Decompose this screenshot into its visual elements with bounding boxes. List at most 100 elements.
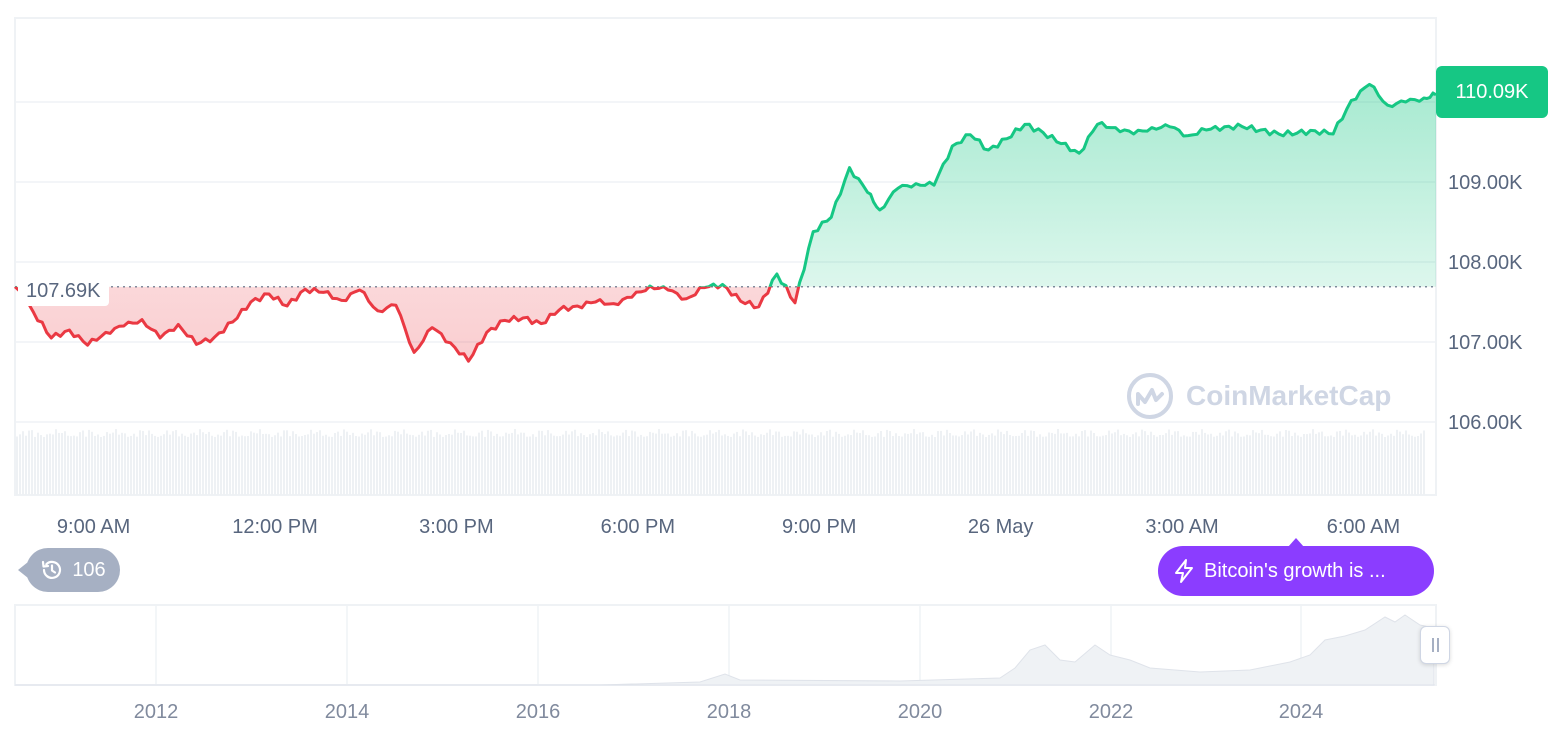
volume-bar <box>907 433 909 495</box>
volume-bar <box>220 435 222 495</box>
volume-bar <box>85 436 87 495</box>
volume-bar <box>211 435 213 495</box>
volume-bar <box>553 435 555 495</box>
price-line-down <box>13 286 801 363</box>
volume-bar <box>1405 430 1407 495</box>
volume-bar <box>928 436 930 495</box>
volume-bar <box>28 430 30 495</box>
volume-bar <box>253 432 255 495</box>
volume-bar <box>145 435 147 495</box>
volume-bar <box>346 431 348 495</box>
volume-bar <box>61 433 63 495</box>
volume-bar <box>202 432 204 495</box>
volume-bar <box>301 436 303 495</box>
volume-bar <box>1081 431 1083 495</box>
volume-bar <box>1246 434 1248 495</box>
volume-bar <box>79 432 81 495</box>
volume-bar <box>1249 435 1251 495</box>
volume-bar <box>670 436 672 495</box>
volume-bar <box>1051 432 1053 495</box>
volume-bar <box>451 434 453 495</box>
volume-bar <box>400 434 402 495</box>
volume-bar <box>814 436 816 495</box>
volume-bar <box>34 436 36 495</box>
lightning-bolt-icon <box>1175 559 1193 583</box>
volume-bar <box>178 436 180 495</box>
volume-bar <box>268 434 270 495</box>
volume-bar <box>868 435 870 495</box>
navigator-drag-handle[interactable] <box>1420 626 1450 664</box>
volume-bar <box>577 436 579 495</box>
y-tick-label: 108.00K <box>1448 252 1523 274</box>
volume-bar <box>820 432 822 495</box>
volume-bar <box>1210 433 1212 495</box>
volume-bar <box>1411 435 1413 495</box>
volume-bar <box>484 436 486 495</box>
volume-bar <box>1324 436 1326 495</box>
volume-bar <box>70 436 72 495</box>
volume-bar <box>970 431 972 495</box>
volume-bar <box>628 436 630 495</box>
volume-bar <box>811 434 813 495</box>
volume-bar <box>622 432 624 495</box>
volume-bar <box>388 435 390 495</box>
volume-bar <box>1285 429 1287 495</box>
volume-bar <box>49 433 51 495</box>
volume-bar <box>256 433 258 495</box>
volume-bar <box>688 436 690 495</box>
volume-bar <box>328 436 330 495</box>
coinmarketcap-logo-icon <box>1127 373 1173 419</box>
volume-bar <box>181 433 183 495</box>
volume-bar <box>289 436 291 495</box>
volume-bar <box>826 430 828 495</box>
volume-bar <box>1393 435 1395 495</box>
volume-bar <box>979 432 981 495</box>
navigator-tick-label: 2024 <box>1279 701 1324 723</box>
navigator-history-area[interactable] <box>15 614 1435 686</box>
volume-bar <box>1264 434 1266 495</box>
volume-bar <box>937 431 939 495</box>
volume-bar <box>1150 431 1152 495</box>
volume-bar <box>745 431 747 495</box>
volume-bar <box>1135 432 1137 495</box>
y-tick-label: 109.00K <box>1448 172 1523 194</box>
volume-bar <box>409 434 411 495</box>
volume-bar <box>340 435 342 495</box>
volume-bar <box>568 434 570 495</box>
volume-bar <box>685 430 687 495</box>
volume-bar <box>751 432 753 495</box>
volume-bar <box>1066 432 1068 495</box>
volume-bar <box>427 430 429 495</box>
volume-bar <box>373 435 375 495</box>
volume-bar <box>241 435 243 495</box>
history-events-button[interactable]: 106 <box>18 548 120 592</box>
volume-bar <box>25 435 27 495</box>
volume-bar <box>1300 436 1302 495</box>
volume-bar <box>1363 431 1365 495</box>
volume-bar <box>244 436 246 495</box>
volume-bar <box>154 435 156 495</box>
volume-bar <box>964 431 966 495</box>
news-highlight-button[interactable]: Bitcoin's growth is ... <box>1158 538 1434 596</box>
volume-bar <box>391 436 393 495</box>
volume-bar <box>307 434 309 495</box>
volume-bar <box>559 436 561 495</box>
volume-bar <box>610 435 612 495</box>
navigator-tick-label: 2022 <box>1089 701 1134 723</box>
coinmarketcap-watermark: CoinMarketCap <box>1126 372 1391 420</box>
volume-bar <box>319 430 321 495</box>
volume-bar <box>1243 436 1245 495</box>
volume-bar <box>862 430 864 495</box>
volume-bar <box>949 432 951 495</box>
volume-bar <box>514 429 516 495</box>
volume-bar <box>415 436 417 495</box>
volume-bar <box>412 435 414 495</box>
volume-bar <box>466 435 468 495</box>
volume-bar <box>661 433 663 495</box>
volume-bar <box>1357 436 1359 495</box>
volume-bar <box>886 429 888 495</box>
volume-bar <box>172 431 174 495</box>
volume-bar <box>1288 430 1290 495</box>
area-down <box>15 286 1436 362</box>
